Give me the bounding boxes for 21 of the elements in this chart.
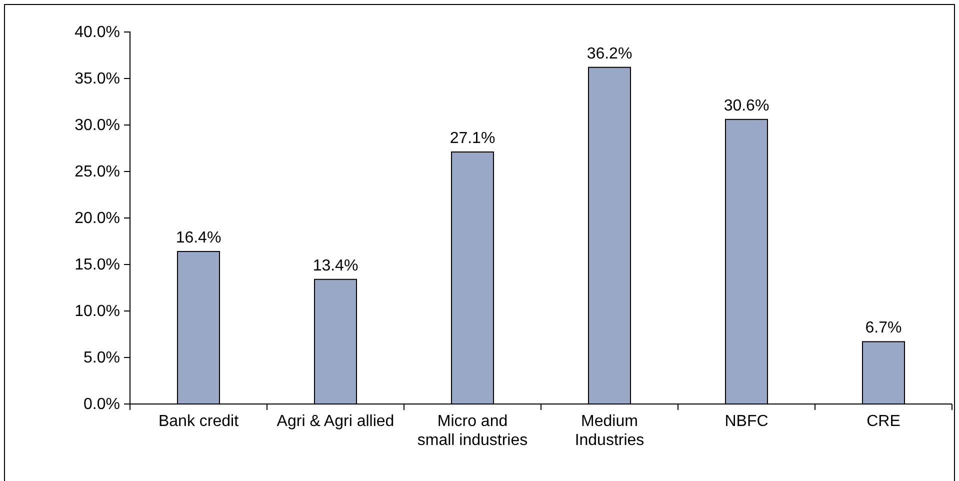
x-tick-label: Medium Industries <box>574 413 644 449</box>
x-tick-label: Micro and small industries <box>417 413 528 449</box>
y-tick-label: 30.0% <box>74 117 120 134</box>
y-tick-label: 10.0% <box>74 303 120 320</box>
y-tick-label: 5.0% <box>84 350 120 367</box>
x-tick-label: CRE <box>866 413 900 430</box>
data-label: 36.2% <box>586 45 632 62</box>
data-label: 6.7% <box>865 320 902 337</box>
y-tick-label: 20.0% <box>74 210 120 228</box>
data-label: 30.6% <box>724 97 770 114</box>
x-tick-label: Agri & Agri allied <box>276 413 394 430</box>
data-label: 27.1% <box>450 130 496 147</box>
x-tick-label: Bank credit <box>158 413 240 430</box>
y-tick-label: 15.0% <box>74 256 120 274</box>
x-tick-label: NBFC <box>724 413 768 430</box>
y-tick-label: 25.0% <box>74 164 120 181</box>
y-tick-label: 35.0% <box>74 70 120 88</box>
data-label: 16.4% <box>176 229 222 246</box>
y-tick-label: 0.0% <box>84 396 120 414</box>
data-label: 13.4% <box>312 257 358 274</box>
y-tick-label: 40.0% <box>74 24 120 42</box>
